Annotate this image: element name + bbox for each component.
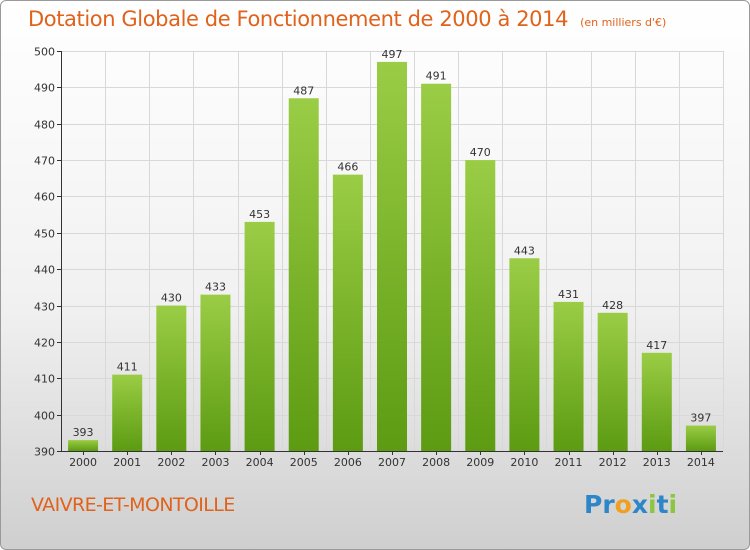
commune-name: VAIVRE-ET-MONTOILLE — [31, 494, 235, 516]
value-label: 443 — [514, 244, 535, 257]
bar — [685, 425, 716, 451]
y-tick-label: 490 — [34, 82, 55, 95]
labels: 390 400 410 420 430 440 450 460 470 480 490 500 393 2… — [34, 46, 715, 470]
value-label: 428 — [602, 299, 623, 312]
value-label: 497 — [382, 48, 403, 61]
logo-letter: o — [614, 490, 632, 519]
chart-title: Dotation Globale de Fonctionnement de 20… — [28, 7, 569, 31]
bar — [641, 352, 672, 451]
x-tick-label: 2012 — [599, 456, 627, 469]
y-tick-label: 450 — [34, 228, 55, 241]
y-tick-label: 440 — [34, 264, 55, 277]
bar — [421, 83, 452, 452]
x-tick-label: 2010 — [510, 456, 538, 469]
value-label: 453 — [249, 208, 270, 221]
chart-subtitle: (en milliers d'€) — [580, 16, 667, 29]
x-tick-label: 2002 — [157, 456, 185, 469]
value-label: 466 — [337, 161, 358, 174]
logo-letter: x — [631, 490, 648, 519]
title-block: Dotation Globale de Fonctionnement de 20… — [28, 7, 666, 31]
x-tick-label: 2011 — [555, 456, 583, 469]
y-tick-label: 460 — [34, 191, 55, 204]
value-label: 491 — [426, 70, 447, 83]
bar — [332, 174, 363, 452]
bar — [288, 98, 319, 451]
value-label: 411 — [117, 361, 138, 374]
bar — [509, 258, 540, 451]
value-label: 417 — [646, 339, 667, 352]
y-tick-label: 390 — [34, 446, 55, 459]
bar — [553, 301, 584, 451]
y-tick-label: 470 — [34, 155, 55, 168]
x-tick-label: 2014 — [687, 456, 715, 469]
x-tick-label: 2009 — [466, 456, 494, 469]
x-tick-label: 2008 — [422, 456, 450, 469]
axes — [57, 51, 723, 455]
value-label: 433 — [205, 281, 226, 294]
x-tick-label: 2000 — [69, 456, 97, 469]
value-label: 430 — [161, 292, 182, 305]
y-tick-label: 400 — [34, 410, 55, 423]
value-label: 487 — [293, 84, 314, 97]
logo-letter: i — [668, 490, 678, 519]
logo-letter: r — [602, 490, 615, 519]
value-label: 397 — [690, 412, 711, 425]
y-tick-label: 480 — [34, 119, 55, 132]
y-tick-label: 420 — [34, 337, 55, 350]
x-tick-label: 2005 — [290, 456, 318, 469]
bars — [68, 61, 716, 452]
y-tick-label: 410 — [34, 373, 55, 386]
bar — [68, 440, 99, 451]
x-tick-label: 2006 — [334, 456, 362, 469]
bar — [156, 305, 187, 451]
x-tick-label: 2003 — [201, 456, 229, 469]
bar — [377, 61, 407, 452]
value-label: 431 — [558, 288, 579, 301]
logo-letter: t — [656, 490, 669, 519]
x-tick-label: 2013 — [643, 456, 671, 469]
bar — [465, 160, 496, 451]
x-tick-label: 2001 — [113, 456, 141, 469]
logo-letter: P — [584, 490, 603, 519]
bar — [244, 221, 275, 451]
value-label: 393 — [73, 426, 94, 439]
bar — [112, 374, 143, 451]
y-tick-label: 500 — [34, 46, 55, 59]
logo-letter: i — [648, 490, 657, 519]
x-tick-label: 2007 — [378, 456, 406, 469]
x-tick-label: 2004 — [246, 456, 274, 469]
bar — [200, 294, 231, 451]
value-label: 470 — [470, 146, 491, 159]
bar — [597, 312, 628, 451]
proxiti-logo: Proxiti — [584, 490, 677, 519]
y-tick-label: 430 — [34, 301, 55, 314]
